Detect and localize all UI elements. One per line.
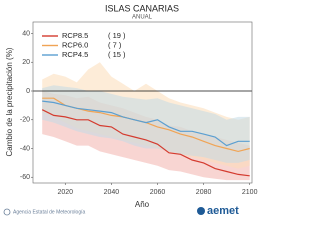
source-icon xyxy=(3,208,11,216)
series-line xyxy=(41,109,250,177)
x-tick-label: 2100 xyxy=(242,189,258,196)
legend-count: ( 19 ) xyxy=(108,31,126,40)
legend-label: RCP6.0 xyxy=(62,40,88,49)
x-tick-label: 2060 xyxy=(150,189,166,196)
chart-title: ISLAS CANARIAS xyxy=(105,3,179,13)
y-tick-label: -60 xyxy=(20,174,30,181)
x-tick-label: 2080 xyxy=(196,189,212,196)
legend-label: RCP4.5 xyxy=(62,50,88,59)
y-tick-label: -40 xyxy=(20,145,30,152)
source: Agencia Estatal de Meteorología xyxy=(13,209,85,215)
logo: aemet xyxy=(207,205,239,217)
x-axis-label: Año xyxy=(135,200,150,209)
x-tick-label: 2020 xyxy=(57,189,73,196)
legend-count: ( 7 ) xyxy=(108,40,122,49)
x-tick-label: 2040 xyxy=(104,189,120,196)
plot-frame xyxy=(32,21,253,184)
y-tick-label: 0 xyxy=(26,88,30,95)
chart-subtitle: ANUAL xyxy=(132,15,153,21)
uncertainty-band xyxy=(42,85,250,163)
series-line xyxy=(42,100,250,147)
y-tick-label: -20 xyxy=(20,117,30,124)
legend-count: ( 15 ) xyxy=(108,50,126,59)
chart: ISLAS CANARIAS ANUAL Cambio de la precip… xyxy=(3,3,258,217)
logo-icon xyxy=(197,207,205,215)
legend-label: RCP8.5 xyxy=(62,31,88,40)
y-tick-label: 20 xyxy=(22,59,30,66)
y-tick-label: 40 xyxy=(22,30,30,37)
y-axis-label: Cambio de la precipitación (%) xyxy=(5,47,14,156)
